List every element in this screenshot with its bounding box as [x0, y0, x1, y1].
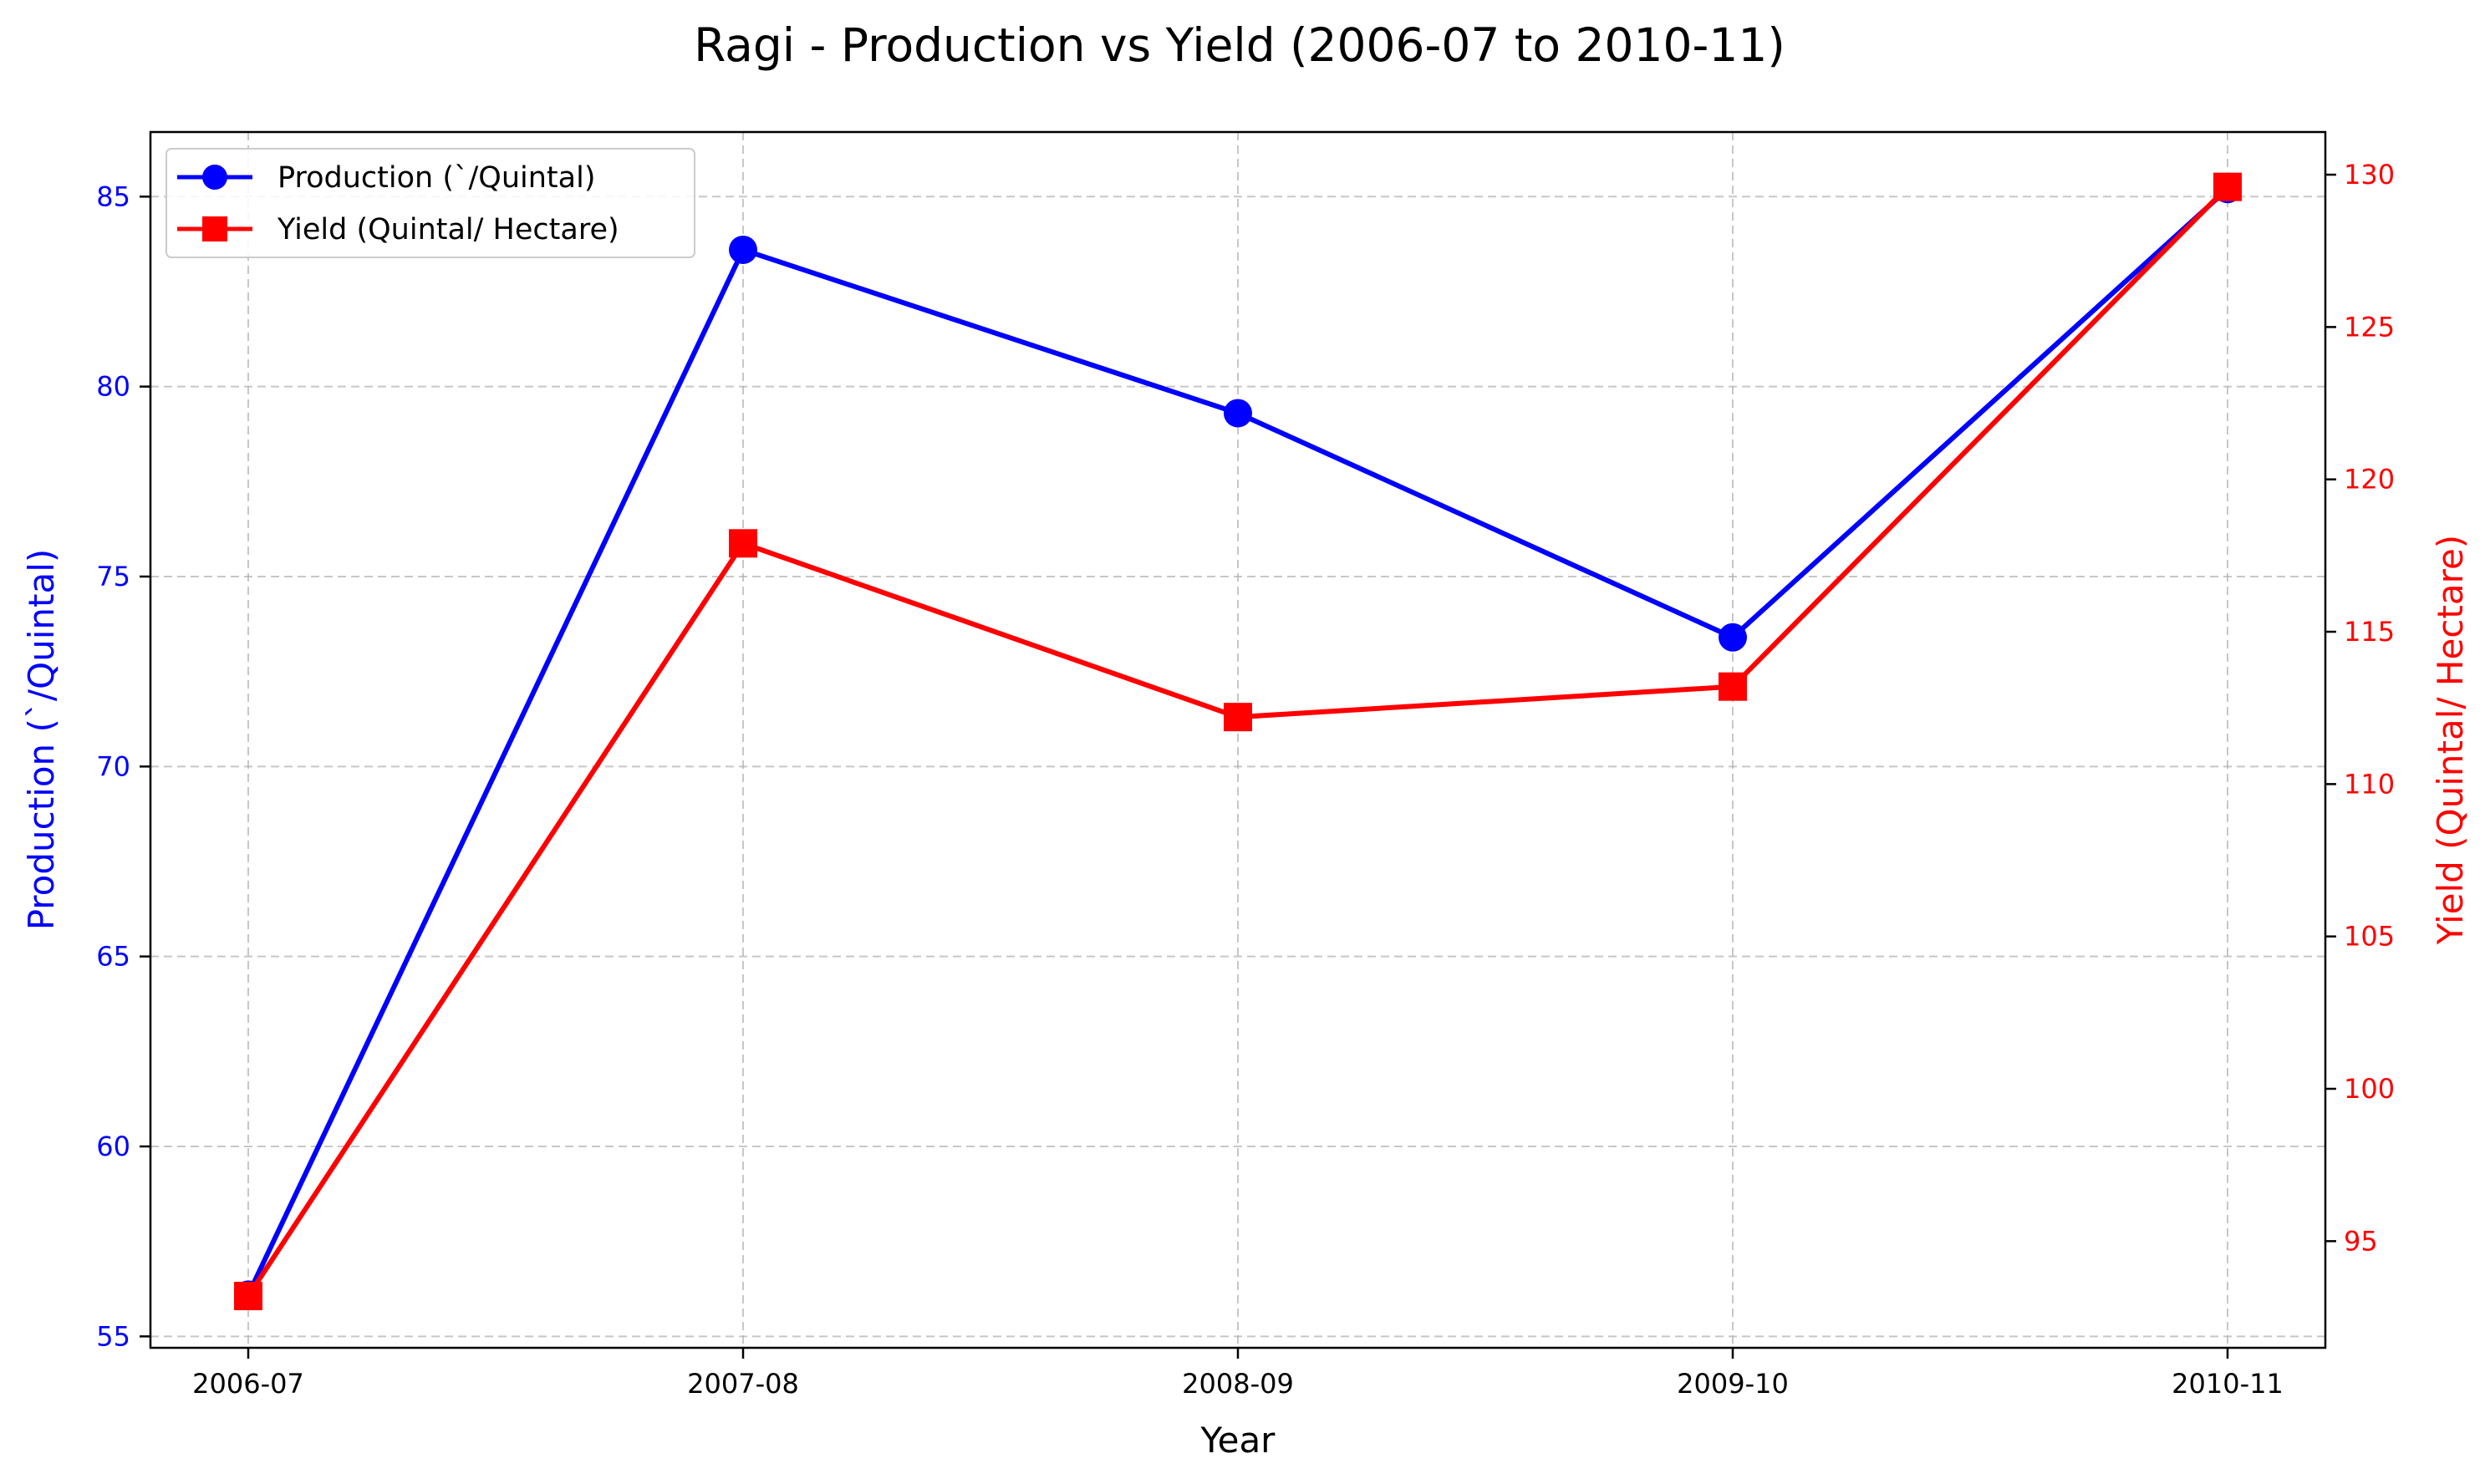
series-layer: [234, 172, 2242, 1311]
y-right-tick-label: 115: [2344, 616, 2395, 648]
yield-data-point: [1719, 672, 1747, 701]
x-axis-title: Year: [1200, 1420, 1276, 1461]
x-tick-label: 2006-07: [192, 1368, 304, 1400]
production-data-point: [729, 235, 757, 264]
y-left-tick-label: 80: [96, 371, 130, 403]
legend-production-label: Production (`/Quintal): [278, 161, 595, 195]
chart-title: Ragi - Production vs Yield (2006-07 to 2…: [694, 18, 1785, 72]
y-right-tick-label: 110: [2344, 768, 2395, 800]
legend-frame: [165, 148, 695, 258]
x-tick-label: 2010-11: [2172, 1368, 2284, 1400]
y-right-tick-label: 120: [2344, 464, 2395, 496]
yield-data-point: [234, 1282, 262, 1311]
legend-production-marker: [202, 165, 227, 190]
y-right-tick-label: 105: [2344, 921, 2395, 953]
production-data-point: [1224, 399, 1252, 428]
yield-data-point: [1224, 703, 1252, 732]
y-left-tick-label: 75: [96, 561, 130, 592]
y-left-tick-label: 70: [96, 750, 130, 782]
x-tick-label: 2007-08: [687, 1368, 799, 1400]
y-left-axis-title: Production (`/Quintal): [21, 549, 62, 931]
x-tick-label: 2009-10: [1677, 1368, 1789, 1400]
legend: Production (`/Quintal) Yield (Quintal/ H…: [165, 148, 695, 258]
production-data-point: [1719, 623, 1747, 652]
y-left-tick-label: 65: [96, 941, 130, 973]
y-right-axis-title: Yield (Quintal/ Hectare): [2430, 535, 2471, 945]
y-left-tick-label: 55: [96, 1320, 130, 1352]
yield-data-point: [2213, 172, 2242, 201]
legend-yield-marker: [202, 216, 227, 241]
y-left-tick-label: 60: [96, 1131, 130, 1162]
legend-yield-label: Yield (Quintal/ Hectare): [277, 213, 619, 246]
y-left-tick-label: 85: [96, 180, 130, 212]
y-right-tick-label: 100: [2344, 1073, 2395, 1105]
axis-layer: 2006-07 2007-08 2008-09 2009-10 2010-11 55 60 6…: [96, 159, 2395, 1400]
yield-data-point: [729, 529, 757, 558]
y-right-tick-label: 130: [2344, 159, 2395, 191]
x-tick-label: 2008-09: [1182, 1368, 1294, 1400]
y-right-tick-label: 95: [2344, 1225, 2378, 1257]
y-right-tick-label: 125: [2344, 311, 2395, 343]
